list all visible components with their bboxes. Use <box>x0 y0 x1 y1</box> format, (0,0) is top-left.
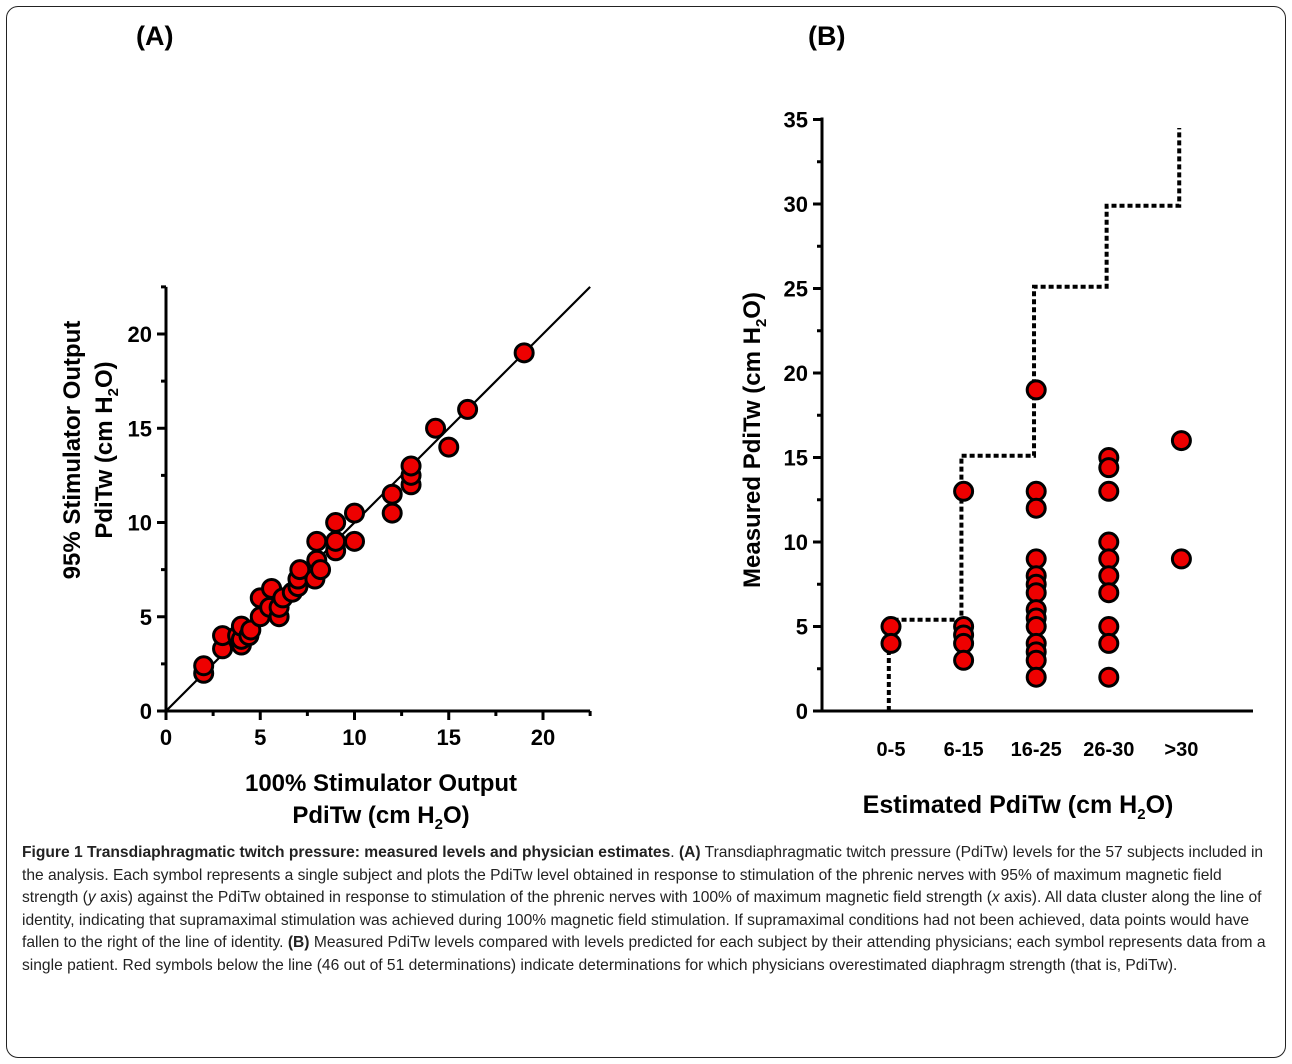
panel-a-y-tick-label: 10 <box>128 511 152 536</box>
panel-b-data-point <box>1170 548 1192 570</box>
panel-b-data-point <box>1098 616 1120 637</box>
panel-a-data-point <box>400 455 422 477</box>
panel-b-data-point <box>953 632 975 654</box>
panel-a-data-point <box>513 342 535 364</box>
panel-b-y-tick-label: 0 <box>796 699 808 724</box>
panel-b-xlabel: Estimated PdiTw (cm H2O) <box>863 791 1174 823</box>
panel-b-data-point <box>1098 666 1120 688</box>
panel-b-data-point <box>1098 480 1120 502</box>
panel-b-label: (B) <box>808 21 845 51</box>
panel-b-ticks: 0 5 10 15 20 25 30 35 0-5 6-15 16-25 26-30 >30 <box>784 108 1199 762</box>
panel-a-data-point <box>325 512 347 533</box>
panel-b-data-point <box>1098 632 1120 654</box>
panel-a-data-point <box>344 530 365 552</box>
panel-b-data-point <box>880 616 902 637</box>
panel-b-data-point <box>1025 582 1047 604</box>
caption-text-a-2: axis) against the PdiTw obtained in resp… <box>95 889 992 906</box>
panel-a-data-point <box>289 559 311 581</box>
panel-b-data-point <box>1025 480 1047 502</box>
panel-a-data-point <box>457 398 479 420</box>
figure-caption: Figure 1 Transdiaphragmatic twitch press… <box>22 842 1278 977</box>
panel-b-data-point <box>1025 548 1047 570</box>
panel-b-data-point <box>1098 531 1120 553</box>
panel-b-y-tick-label: 15 <box>784 446 808 471</box>
panel-b-x-tick-label: 16-25 <box>1011 739 1062 761</box>
panel-b-data-point <box>880 632 902 654</box>
figure-charts: (A) (B) 0 5 10 15 20 0 5 10 15 20 100% Stimulator… <box>59 21 1253 833</box>
panel-a-ylabel-line1: 95% Stimulator Output <box>59 321 86 580</box>
panel-b-data-point <box>1098 548 1120 570</box>
panel-a-y-tick-label: 20 <box>128 322 152 347</box>
panel-b-data-point <box>1098 565 1120 587</box>
caption-label-a: (A) <box>678 844 701 861</box>
panel-a-label: (A) <box>136 21 173 51</box>
panel-b-y-tick-label: 30 <box>784 192 808 217</box>
caption-label-b: (B) <box>287 934 310 951</box>
panel-b-x-tick-label: >30 <box>1164 739 1198 761</box>
panel-a-x-tick-label: 20 <box>531 725 555 750</box>
panel-a-points <box>193 342 535 684</box>
panel-a-y-tick-label: 15 <box>128 416 152 441</box>
panel-b-x-tick-label: 0-5 <box>877 739 906 761</box>
panel-b-ylabel-wrap: Measured PdiTw (cm H2O) <box>739 292 770 588</box>
panel-b-points <box>880 379 1192 688</box>
caption-text-a-1: Transdiaphragmatic twitch pressure (PdiT… <box>22 844 1264 906</box>
panel-b-y-tick-label: 35 <box>784 108 808 133</box>
panel-b-ylabel: Measured PdiTw (cm H2O) <box>739 292 770 588</box>
panel-b-x-tick-label: 26-30 <box>1083 739 1134 761</box>
panel-a-x-tick-label: 5 <box>254 725 266 750</box>
panel-b-data-point <box>1170 430 1192 452</box>
panel-a-y-tick-label: 0 <box>140 699 152 724</box>
panel-b-data-point <box>1025 649 1047 671</box>
caption-text-b: Measured PdiTw levels compared with leve… <box>22 934 1266 974</box>
panel-b-data-point <box>1025 616 1047 637</box>
panel-a-ylabel-line2: PdiTw (cm H2O) <box>91 361 122 538</box>
panel-b-y-tick-label: 10 <box>784 530 808 555</box>
panel-a-data-point <box>425 417 447 439</box>
panel-a-data-point <box>381 483 403 505</box>
panel-b-y-tick-label: 20 <box>784 361 808 386</box>
panel-a-data-point <box>344 502 365 524</box>
panel-a-data-point <box>381 502 403 524</box>
panel-a-x-tick-label: 10 <box>342 725 366 750</box>
panel-a-y-tick-label: 5 <box>140 605 152 630</box>
panel-b-data-point <box>1098 457 1120 479</box>
caption-title: Figure 1 Transdiaphragmatic twitch press… <box>22 844 671 861</box>
panel-b-y-tick-label: 25 <box>784 277 808 302</box>
panel-b-step-line <box>886 127 1182 711</box>
panel-b-data-point <box>953 480 975 502</box>
panel-b-y-tick-label: 5 <box>796 615 808 640</box>
panel-b-data-point <box>1025 666 1047 688</box>
panel-a-data-point <box>310 559 332 581</box>
panel-b-x-tick-label: 6-15 <box>944 739 984 761</box>
panel-a-data-point <box>306 530 328 552</box>
caption-text-a-3: axis). All data cluster along the line o… <box>22 889 1262 951</box>
panel-a-ylabel: 95% Stimulator Output PdiTw (cm H2O) <box>59 321 122 580</box>
caption-italic-x: x <box>991 889 1000 906</box>
panel-a-xlabel-line2: PdiTw (cm H2O) <box>292 802 469 833</box>
panel-a-data-point <box>193 655 215 677</box>
panel-b-data-point <box>1025 379 1047 401</box>
panel-a-x-tick-label: 0 <box>160 725 172 750</box>
panel-b-data-point <box>953 649 975 671</box>
panel-b-data-point <box>1098 582 1120 604</box>
caption-italic-y: y <box>87 889 96 906</box>
panel-a-axes <box>164 286 591 713</box>
panel-b-data-point <box>1025 497 1047 519</box>
panel-a-data-point <box>438 436 460 458</box>
panel-a-xlabel-line1: 100% Stimulator Output <box>245 770 517 797</box>
figure-frame <box>6 6 1286 1058</box>
panel-a-data-point <box>325 530 347 552</box>
panel-a-ticks: 0 5 10 15 20 0 5 10 15 20 <box>128 285 592 750</box>
caption-title-end: . <box>670 844 675 861</box>
panel-a-x-tick-label: 15 <box>437 725 461 750</box>
